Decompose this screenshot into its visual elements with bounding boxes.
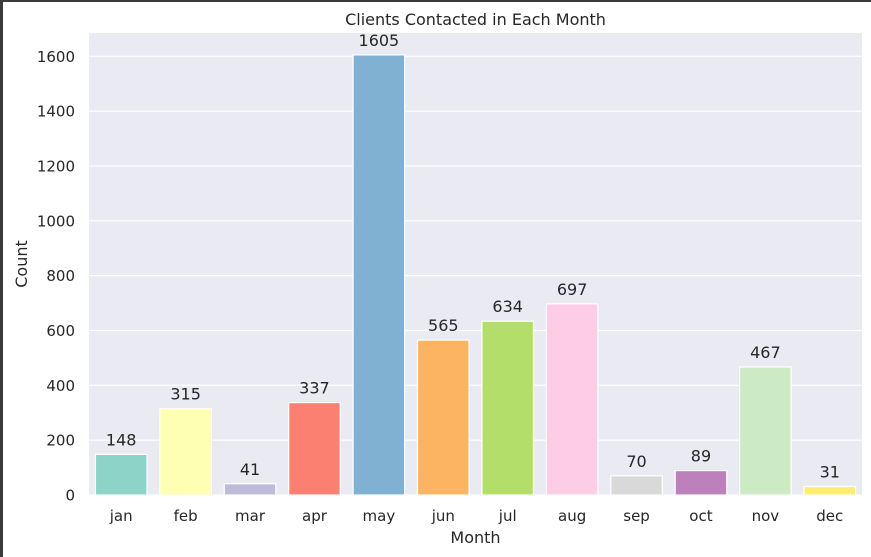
data-label-aug: 697 [557, 280, 588, 299]
x-axis-title: Month [450, 528, 500, 547]
data-label-feb: 315 [170, 385, 201, 404]
x-tick-label-jan: jan [109, 507, 133, 525]
x-tick-label-oct: oct [689, 507, 712, 525]
data-label-jul: 634 [492, 297, 523, 316]
bar-may [352, 54, 406, 496]
y-tick-label: 0 [65, 487, 75, 505]
data-label-may: 1605 [359, 31, 400, 50]
data-label-sep: 70 [626, 452, 646, 471]
bar-apr [288, 402, 341, 496]
window-border-top [0, 0, 871, 2]
x-tick-label-nov: nov [752, 507, 780, 525]
x-tick-label-may: may [363, 507, 396, 525]
data-label-jun: 565 [428, 316, 459, 335]
window-border-left [0, 0, 3, 557]
y-tick-label: 1000 [37, 212, 75, 230]
y-tick-label: 1200 [37, 157, 75, 175]
y-tick-label: 200 [46, 432, 75, 450]
y-tick-label: 400 [46, 377, 75, 395]
x-tick-label-aug: aug [558, 507, 586, 525]
bar-jun [416, 339, 470, 496]
bar-oct [674, 469, 728, 496]
x-tick-label-apr: apr [302, 507, 328, 525]
x-tick-label-mar: mar [235, 507, 266, 525]
bar-aug [545, 303, 599, 496]
data-label-mar: 41 [240, 460, 260, 479]
bar-feb [159, 408, 212, 496]
y-axis-title: Count [12, 240, 31, 288]
plot-area [89, 33, 862, 495]
data-label-dec: 31 [820, 463, 840, 482]
x-tick-label-dec: dec [816, 507, 843, 525]
bar-jan [94, 453, 148, 496]
x-tick-label-jul: jul [498, 507, 517, 525]
data-label-jan: 148 [106, 430, 137, 449]
x-tick-label-sep: sep [623, 507, 650, 525]
x-tick-labels: jan feb mar apr may jun jul aug sep oct nov dec [109, 507, 844, 525]
data-label-oct: 89 [691, 447, 711, 466]
bar-dec [803, 485, 857, 496]
bars [94, 54, 857, 496]
y-tick-label: 800 [46, 267, 75, 285]
y-tick-label: 1400 [37, 103, 75, 121]
chart-title: Clients Contacted in Each Month [345, 10, 606, 29]
data-labels: 148 315 41 337 1605 565 634 697 70 89 467 31 [106, 31, 840, 482]
bar-sep [610, 475, 663, 496]
y-tick-label: 1600 [37, 48, 75, 66]
bar-nov [739, 366, 792, 496]
x-tick-label-feb: feb [174, 507, 198, 525]
bar-mar [223, 483, 277, 496]
y-tick-labels: 0 200 400 600 800 1000 1200 1400 1600 [37, 48, 75, 505]
y-tick-label: 600 [46, 322, 75, 340]
gridlines [89, 55, 862, 496]
bar-jul [481, 320, 535, 496]
data-label-apr: 337 [299, 379, 330, 398]
x-tick-label-jun: jun [431, 507, 455, 525]
data-label-nov: 467 [750, 343, 781, 362]
